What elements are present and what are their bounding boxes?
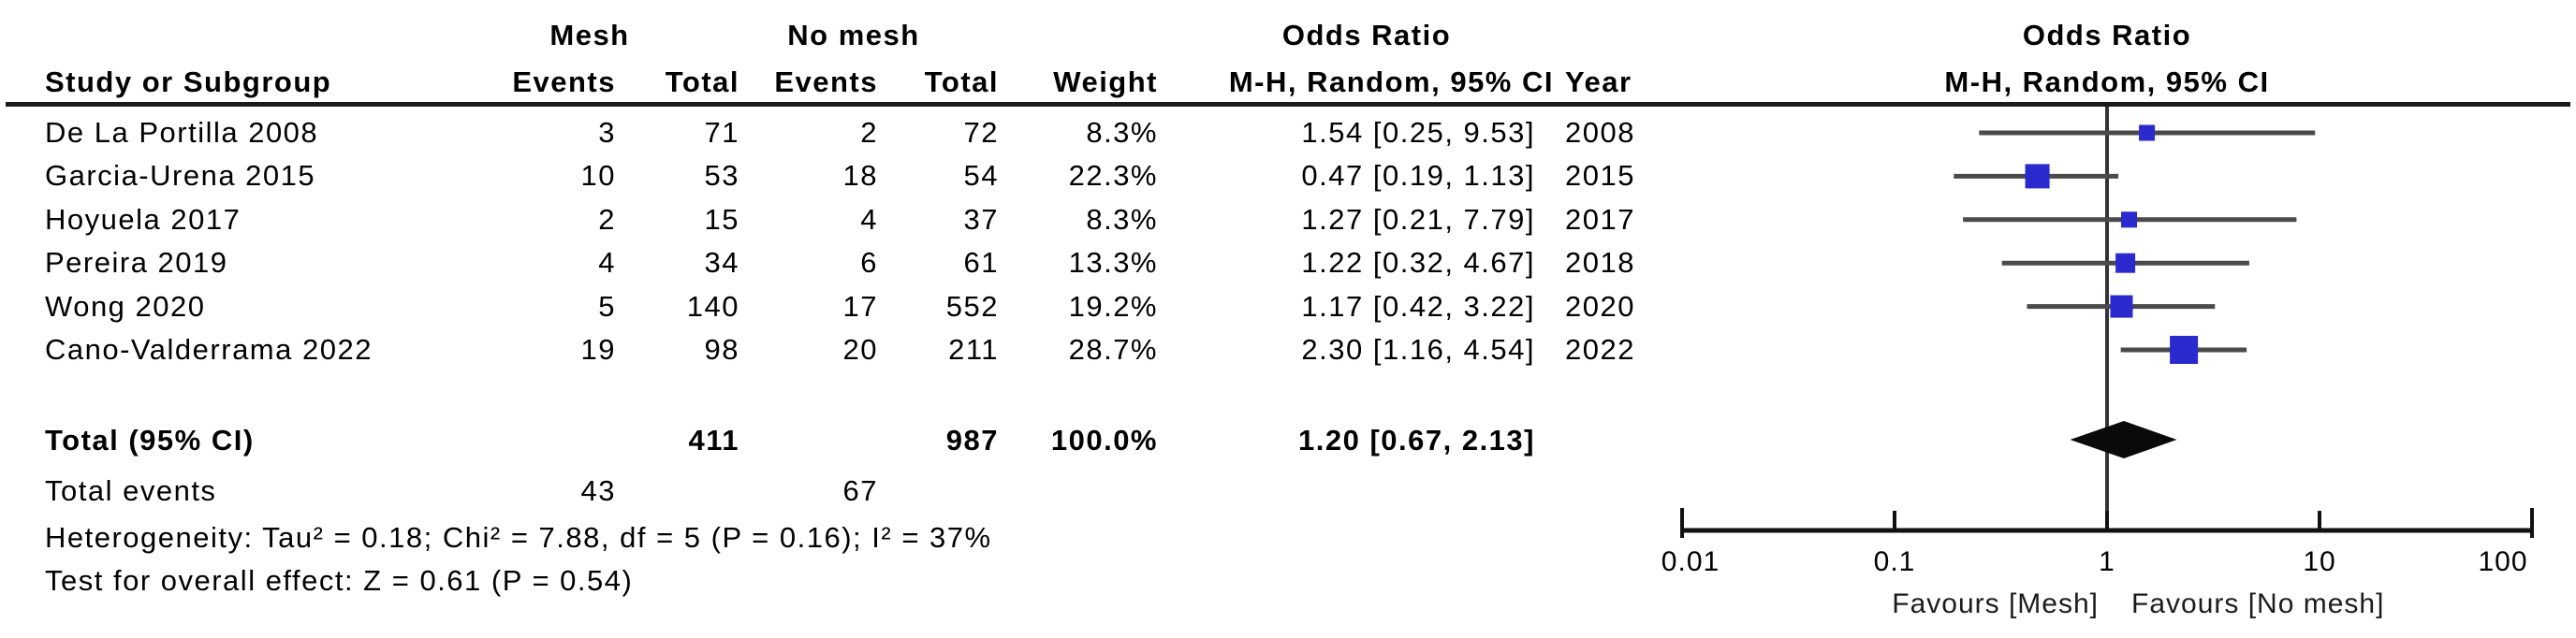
row-4-year: 2020 bbox=[1565, 290, 1635, 323]
row-4-e1: 5 bbox=[598, 290, 616, 323]
row-4-t1: 140 bbox=[686, 290, 739, 323]
row-3-e2: 6 bbox=[860, 246, 878, 279]
row-1-weight: 22.3% bbox=[1068, 159, 1158, 192]
effect-square bbox=[2170, 336, 2199, 364]
row-0-t1: 71 bbox=[704, 116, 739, 149]
col-header-mesh-events: Events bbox=[512, 65, 616, 98]
row-2-e2: 4 bbox=[860, 203, 878, 236]
group-header-no-mesh: No mesh bbox=[787, 19, 920, 51]
axis-tick-label: 0.01 bbox=[1661, 546, 1720, 577]
row-0-study: De La Portilla 2008 bbox=[45, 116, 319, 149]
col-header-nomesh-events: Events bbox=[774, 65, 878, 98]
row-2-study: Hoyuela 2017 bbox=[45, 203, 242, 236]
effect-square bbox=[2025, 164, 2050, 189]
axis-tick-label: 1 bbox=[2099, 546, 2115, 577]
effect-square bbox=[2110, 295, 2133, 318]
row-1-t2: 54 bbox=[963, 159, 999, 192]
row-5-t1: 98 bbox=[704, 333, 739, 366]
row-3-weight: 13.3% bbox=[1068, 246, 1158, 279]
total-row-label: Total (95% CI) bbox=[45, 424, 255, 457]
row-0-t2: 72 bbox=[963, 116, 999, 149]
table-odds-ratio-title: Odds Ratio bbox=[1281, 19, 1452, 51]
row-3-year: 2018 bbox=[1565, 246, 1635, 279]
row-4-e2: 17 bbox=[842, 290, 878, 323]
row-3-t1: 34 bbox=[704, 246, 739, 279]
row-5-or_ci: 2.30 [1.16, 4.54] bbox=[1301, 333, 1535, 366]
row-2-or_ci: 1.27 [0.21, 7.79] bbox=[1301, 203, 1535, 236]
pooled-diamond bbox=[2070, 421, 2177, 458]
row-5-e1: 19 bbox=[580, 333, 616, 366]
header-rule bbox=[6, 102, 2570, 107]
total-weight: 100.0% bbox=[1050, 424, 1158, 457]
row-1-or_ci: 0.47 [0.19, 1.13] bbox=[1301, 159, 1535, 192]
total-events-label: Total events bbox=[45, 474, 217, 507]
total-events-nomesh: 67 bbox=[842, 474, 878, 507]
effect-square bbox=[2139, 124, 2156, 141]
total-or-ci: 1.20 [0.67, 2.13] bbox=[1298, 424, 1535, 457]
row-2-t1: 15 bbox=[704, 203, 739, 236]
total-nomesh-total: 987 bbox=[945, 424, 999, 457]
row-4-study: Wong 2020 bbox=[45, 290, 206, 323]
row-4-t2: 552 bbox=[945, 290, 999, 323]
axis-tick-label: 0.1 bbox=[1873, 546, 1916, 577]
row-0-e2: 2 bbox=[860, 116, 878, 149]
row-3-e1: 4 bbox=[598, 246, 616, 279]
row-1-e2: 18 bbox=[842, 159, 878, 192]
total-mesh-total: 411 bbox=[688, 424, 739, 457]
row-0-or_ci: 1.54 [0.25, 9.53] bbox=[1301, 116, 1535, 149]
plot-odds-ratio-title: Odds Ratio bbox=[2022, 19, 2192, 51]
row-0-e1: 3 bbox=[598, 116, 616, 149]
col-header-nomesh-total: Total bbox=[924, 65, 999, 98]
axis-tick-label: 10 bbox=[2303, 546, 2336, 577]
effect-square bbox=[2121, 211, 2138, 228]
row-2-e1: 2 bbox=[598, 203, 616, 236]
row-3-study: Pereira 2019 bbox=[45, 246, 228, 279]
col-header-study: Study or Subgroup bbox=[45, 65, 332, 98]
row-0-year: 2008 bbox=[1565, 116, 1635, 149]
row-1-study: Garcia-Urena 2015 bbox=[45, 159, 316, 192]
col-header-weight: Weight bbox=[1053, 65, 1158, 98]
plot-subheader-or-ci: M-H, Random, 95% CI bbox=[1944, 65, 2270, 98]
row-5-weight: 28.7% bbox=[1068, 333, 1158, 366]
col-header-mesh-total: Total bbox=[665, 65, 739, 98]
col-header-year: Year bbox=[1565, 65, 1632, 98]
effect-square bbox=[2115, 253, 2136, 273]
row-3-or_ci: 1.22 [0.32, 4.67] bbox=[1301, 246, 1535, 279]
row-4-or_ci: 1.17 [0.42, 3.22] bbox=[1301, 290, 1535, 323]
favours-right-label: Favours [No mesh] bbox=[2131, 588, 2385, 619]
row-2-t2: 37 bbox=[963, 203, 999, 236]
row-3-t2: 61 bbox=[963, 246, 999, 279]
row-4-weight: 19.2% bbox=[1068, 290, 1158, 323]
row-5-e2: 20 bbox=[842, 333, 878, 366]
group-header-mesh: Mesh bbox=[549, 19, 630, 51]
row-2-year: 2017 bbox=[1565, 203, 1635, 236]
row-5-year: 2022 bbox=[1565, 333, 1635, 366]
axis-tick-label: 100 bbox=[2478, 546, 2528, 577]
row-1-e1: 10 bbox=[580, 159, 616, 192]
favours-left-label: Favours [Mesh] bbox=[1892, 588, 2099, 619]
row-1-t1: 53 bbox=[704, 159, 739, 192]
row-1-year: 2015 bbox=[1565, 159, 1635, 192]
total-events-mesh: 43 bbox=[580, 474, 616, 507]
row-5-study: Cano-Valderrama 2022 bbox=[45, 333, 373, 366]
col-header-or-ci: M-H, Random, 95% CI bbox=[1228, 65, 1554, 98]
row-2-weight: 8.3% bbox=[1086, 203, 1158, 236]
row-5-t2: 211 bbox=[948, 333, 999, 366]
heterogeneity-text: Heterogeneity: Tau² = 0.18; Chi² = 7.88,… bbox=[45, 521, 992, 554]
overall-effect-text: Test for overall effect: Z = 0.61 (P = 0… bbox=[45, 564, 634, 597]
row-0-weight: 8.3% bbox=[1086, 116, 1158, 149]
